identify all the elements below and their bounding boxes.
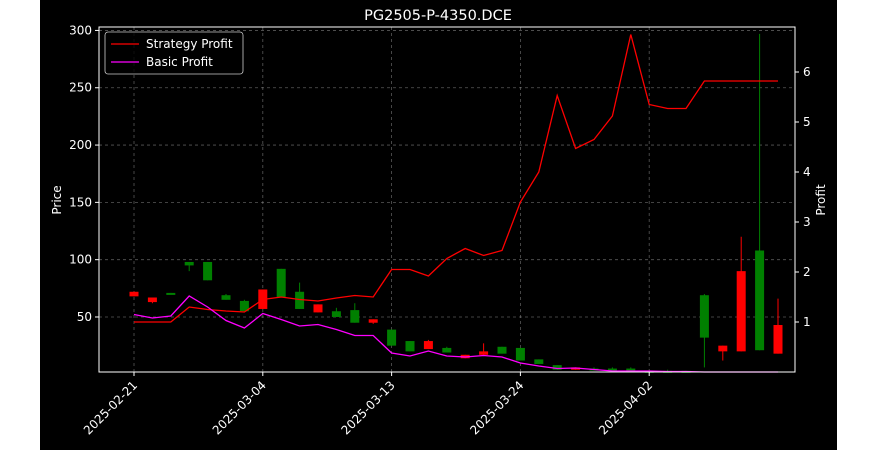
x-tick-label: 2025-03-13: [339, 378, 398, 437]
candle-body: [239, 300, 249, 312]
y2-tick-label: 3: [803, 215, 811, 229]
x-tick-label: 2025-03-04: [210, 378, 269, 437]
y-tick-label: 250: [69, 81, 92, 95]
series-basic-profit: [133, 295, 778, 373]
candle-body: [607, 368, 617, 371]
candle-body: [497, 346, 507, 354]
figure: PG2505-P-4350.DCE 50 100 150 200 250 300 1 2 3 4…: [40, 0, 837, 450]
candle-body: [387, 329, 397, 346]
y2-axis-label: Profit: [814, 184, 828, 216]
y-axis-right: 1 2 3 4 5 6: [795, 65, 811, 329]
y-tick-label: 300: [69, 23, 92, 37]
legend-label-strategy: Strategy Profit: [146, 37, 233, 51]
candle-body: [552, 365, 562, 370]
candle-body: [736, 271, 746, 352]
candle-body: [184, 261, 194, 266]
candle-body: [166, 292, 176, 295]
profit-lines: [133, 34, 778, 373]
y-axis-left: 50 100 150 200 250 300: [69, 23, 99, 324]
y-axis-label: Price: [50, 185, 64, 214]
candle-body: [331, 311, 341, 317]
x-tick-label: 2025-02-21: [81, 378, 140, 437]
y-tick-label: 50: [77, 310, 92, 324]
candle-body: [203, 261, 213, 281]
candle-body: [221, 295, 231, 300]
candle-body: [405, 341, 415, 352]
price-profit-chart: PG2505-P-4350.DCE 50 100 150 200 250 300 1 2 3 4…: [50, 8, 828, 437]
y-tick-label: 200: [69, 138, 92, 152]
legend-box: [104, 31, 244, 75]
y2-tick-label: 2: [803, 265, 811, 279]
legend-label-basic: Basic Profit: [146, 55, 213, 69]
y2-tick-label: 4: [803, 165, 811, 179]
y2-tick-label: 6: [803, 65, 811, 79]
candle-body: [755, 250, 765, 351]
plot-frame: [98, 26, 796, 373]
candle-body: [626, 368, 636, 371]
candle-body: [479, 351, 489, 355]
chart-title: PG2505-P-4350.DCE: [364, 8, 512, 24]
candle-body: [515, 347, 525, 361]
candle-body: [295, 291, 305, 309]
candle-body: [368, 319, 378, 323]
y-tick-label: 100: [69, 253, 92, 267]
y2-tick-label: 5: [803, 115, 811, 129]
candle-body: [147, 297, 157, 303]
y-tick-label: 150: [69, 195, 92, 209]
candle-body: [773, 325, 783, 354]
candle-body: [718, 345, 728, 352]
y2-tick-label: 1: [803, 315, 811, 329]
candle-body: [442, 347, 452, 353]
candle-body: [423, 341, 433, 350]
candle-body: [534, 359, 544, 364]
candles: [129, 33, 783, 373]
legend: Strategy Profit Basic Profit: [104, 31, 244, 75]
candle-body: [350, 310, 360, 323]
x-tick-label: 2025-03-24: [467, 378, 526, 437]
candle-body: [699, 295, 709, 338]
candle-body: [276, 268, 286, 298]
series-strategy-profit: [134, 34, 778, 323]
candle-body: [313, 304, 323, 313]
candle-body: [129, 291, 139, 297]
x-axis: 2025-02-21 2025-03-04 2025-03-13 2025-03-24…: [81, 372, 655, 437]
grid-lines: [99, 27, 795, 372]
x-tick-label: 2025-04-02: [596, 378, 655, 437]
